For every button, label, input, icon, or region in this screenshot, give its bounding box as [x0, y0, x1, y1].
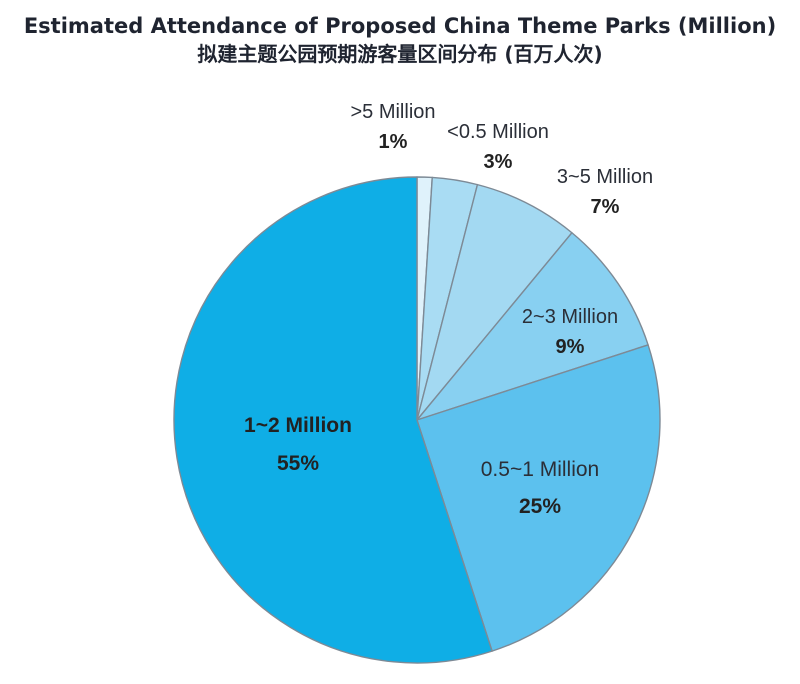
- slice-label-2-3m: 2~3 Million: [522, 306, 618, 328]
- slice-label-under-0-5m: <0.5 Million: [447, 121, 549, 143]
- slice-pct-1-2m: 55%: [277, 452, 319, 475]
- pie-slice-3-5m: [416, 183, 573, 421]
- chart-subtitle: 拟建主题公园预期游客量区间分布 (百万人次): [197, 42, 603, 66]
- slice-pct-3-5m: 7%: [591, 196, 620, 218]
- slice-label-1-2m: 1~2 Million: [244, 414, 352, 437]
- slice-pct-2-3m: 9%: [556, 336, 585, 358]
- pie-slice-1-2m: [173, 176, 493, 664]
- slice-pct-over-5m: 1%: [379, 131, 408, 153]
- chart-title: Estimated Attendance of Proposed China T…: [23, 14, 777, 38]
- slice-label-over-5m: >5 Million: [350, 101, 435, 123]
- pie-slice-2-3m: [416, 232, 649, 421]
- slice-pct-under-0-5m: 3%: [484, 151, 513, 173]
- slice-label-3-5m: 3~5 Million: [557, 166, 653, 188]
- slice-pct-0-5-1m: 25%: [519, 495, 561, 518]
- slice-label-0-5-1m: 0.5~1 Million: [481, 458, 599, 481]
- pie-slice-0-5-1m: [416, 344, 661, 652]
